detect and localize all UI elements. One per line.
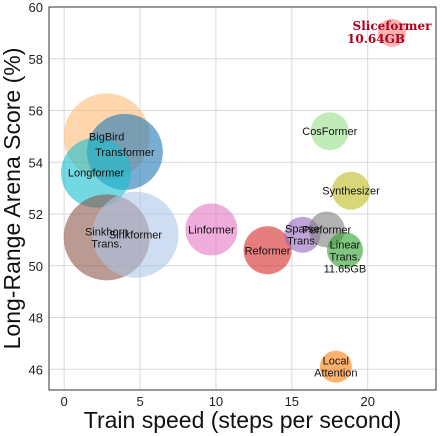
bubble-sinkformer: [92, 191, 179, 278]
bubble-longformer: [61, 137, 132, 208]
bubble-label-linformer: Linformer: [188, 225, 235, 237]
y-tick-label: 54: [29, 155, 43, 170]
y-axis-title: Long-Range Arena Score (%): [0, 48, 25, 350]
y-tick-label: 60: [29, 0, 43, 15]
bubble-note-sliceformer: 10.64GB: [347, 32, 405, 46]
y-tick-labels: 46 48 50 52 54 56 58 60: [29, 0, 43, 377]
plot-frame: [48, 6, 437, 391]
x-tick-labels: 0 5 10 15 20: [61, 394, 375, 409]
bubble-label-sinkhorn-trans: Sinkhorn Trans.: [85, 226, 128, 250]
bubble-label-sinkformer: Sinkformer: [109, 230, 163, 242]
x-tick-label: 15: [285, 394, 299, 409]
bubble-label-sparse-trans: Sparse Trans.: [285, 224, 320, 248]
bubble-label-performer: Performer: [302, 225, 351, 237]
x-tick-label: 20: [360, 394, 374, 409]
bubble-label-synthesizer: Synthesizer: [322, 186, 380, 198]
bubble-label-longformer: Longformer: [68, 168, 125, 180]
bubble-label-linear-trans: Linear Trans.: [330, 239, 361, 263]
x-tick-label: 10: [209, 394, 223, 409]
x-axis-title: Train speed (steps per second): [84, 407, 401, 433]
bubble-label-bigbird: BigBird: [89, 131, 124, 143]
y-tick-label: 56: [29, 104, 43, 119]
x-tick-label: 0: [61, 394, 68, 409]
bubble-label-sliceformer: Sliceformer: [353, 19, 433, 33]
bubbles-layer: [61, 18, 406, 383]
bubble-label-transformer: Transformer: [95, 147, 155, 159]
y-tick-label: 52: [29, 207, 43, 222]
bubble-label-local-attention: Local Attention: [314, 356, 357, 380]
bubble-label-reformer: Reformer: [245, 245, 291, 257]
bubble-reformer: [243, 226, 292, 275]
y-tick-label: 58: [29, 52, 43, 67]
bubble-synthesizer: [332, 171, 371, 210]
y-tick-label: 46: [29, 362, 43, 377]
y-tick-label: 50: [29, 259, 43, 274]
bubble-linformer: [185, 203, 238, 256]
bubble-sliceformer: [377, 18, 406, 47]
bubble-linear-trans: [326, 232, 363, 269]
x-tick-label: 5: [136, 394, 143, 409]
bubble-cosformer: [310, 112, 349, 151]
bubble-local-attention: [319, 350, 352, 383]
bubble-note-linear-trans: 11.65GB: [324, 263, 367, 275]
bubble-label-cosformer: CosFormer: [302, 126, 357, 138]
y-tick-label: 48: [29, 311, 43, 326]
bubble-labels-layer: BigBird Transformer Longformer Sinkhorn Tran…: [68, 19, 432, 380]
